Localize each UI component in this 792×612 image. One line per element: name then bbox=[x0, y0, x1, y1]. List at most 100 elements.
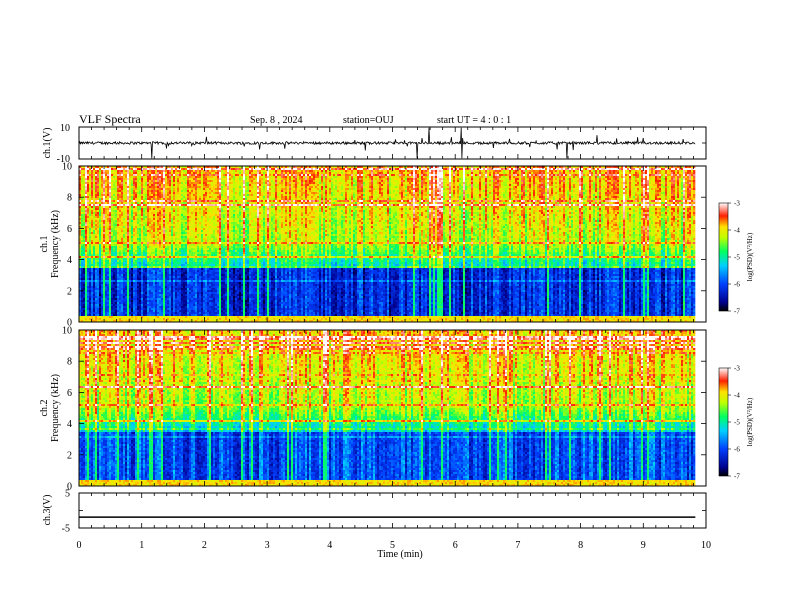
spectrogram-cell bbox=[615, 194, 617, 196]
spectrogram-cell bbox=[639, 184, 641, 186]
spectrogram-cell bbox=[621, 170, 623, 172]
spectrogram-cell bbox=[291, 174, 293, 176]
spectrogram-cell bbox=[661, 190, 663, 192]
spectrogram-cell bbox=[481, 188, 483, 190]
spectrogram-cell bbox=[187, 194, 189, 196]
spectrogram-cell bbox=[603, 170, 605, 172]
spectrogram-cell bbox=[143, 172, 145, 174]
spectrogram-cell bbox=[641, 178, 643, 180]
spectrogram-cell bbox=[605, 174, 607, 176]
spectrogram-cell bbox=[147, 182, 149, 184]
spectrogram-cell bbox=[611, 176, 613, 178]
spectrogram-cell bbox=[569, 178, 571, 180]
spectrogram-cell bbox=[455, 174, 457, 176]
spectrogram-cell bbox=[159, 178, 161, 180]
spectrogram-cell bbox=[99, 184, 101, 186]
spectrogram-cell bbox=[567, 180, 569, 182]
spectrogram-cell bbox=[365, 168, 367, 170]
spectrogram-cell bbox=[253, 196, 255, 198]
spectrogram-cell bbox=[457, 184, 459, 186]
spectrogram-cell bbox=[119, 170, 121, 172]
spectrogram-cell bbox=[565, 186, 567, 188]
spectrogram-cell bbox=[281, 168, 283, 170]
spectrogram-cell bbox=[211, 176, 213, 178]
spectrogram-cell bbox=[685, 168, 687, 170]
spectrogram-cell bbox=[585, 168, 587, 170]
spectrogram-cell bbox=[413, 168, 415, 170]
spectrogram-cell bbox=[627, 174, 629, 176]
spectrogram-cell bbox=[555, 192, 557, 194]
spectrogram-cell bbox=[135, 172, 137, 174]
spectrogram-cell bbox=[637, 180, 639, 182]
spectrogram-cell bbox=[205, 194, 207, 196]
spectrogram-cell bbox=[265, 172, 267, 174]
spectrogram-cell bbox=[245, 180, 247, 182]
spectrogram-cell bbox=[671, 188, 673, 190]
spectrogram-cell bbox=[357, 178, 359, 180]
spectrogram-cell bbox=[365, 172, 367, 174]
spectrogram-cell bbox=[691, 194, 693, 196]
spectrogram-cell bbox=[571, 188, 573, 190]
spectrogram-cell bbox=[497, 170, 499, 172]
spectrogram-cell bbox=[477, 186, 479, 188]
spectrogram-cell bbox=[189, 174, 191, 176]
spectrogram-cell bbox=[259, 168, 261, 170]
spectrogram-cell bbox=[441, 188, 443, 190]
spectrogram-cell bbox=[469, 184, 471, 186]
spectrogram-cell bbox=[295, 182, 297, 184]
spectrogram-cell bbox=[439, 172, 441, 174]
spectrogram-cell bbox=[365, 186, 367, 188]
spectrogram-cell bbox=[385, 196, 387, 198]
spectrogram-cell bbox=[437, 172, 439, 174]
spectrogram-cell bbox=[133, 170, 135, 172]
spectrogram-cell bbox=[223, 184, 225, 186]
spectrogram-cell bbox=[251, 184, 253, 186]
spectrogram-cell bbox=[495, 194, 497, 196]
spectrogram-cell bbox=[479, 196, 481, 198]
spectrogram-cell bbox=[203, 192, 205, 194]
spectrogram-cell bbox=[259, 184, 261, 186]
spectrogram-cell bbox=[305, 182, 307, 184]
spectrogram-cell bbox=[229, 180, 231, 182]
spectrogram-cell bbox=[663, 192, 665, 194]
spectrogram-cell bbox=[355, 172, 357, 174]
spectrogram-cell bbox=[137, 174, 139, 176]
spectrogram-cell bbox=[467, 178, 469, 180]
spectrogram-cell bbox=[547, 178, 549, 180]
spectrogram-cell bbox=[313, 170, 315, 172]
spectrogram-cell bbox=[553, 172, 555, 174]
spectrogram-cell bbox=[437, 170, 439, 172]
spectrogram-cell bbox=[361, 172, 363, 174]
spectrogram-cell bbox=[313, 196, 315, 198]
spectrogram-cell bbox=[681, 184, 683, 186]
spectrogram-cell bbox=[541, 170, 543, 172]
spectrogram-cell bbox=[147, 168, 149, 170]
spectrogram-cell bbox=[657, 178, 659, 180]
spectrogram-cell bbox=[649, 190, 651, 192]
spectrogram-cell bbox=[241, 178, 243, 180]
spectrogram-cell bbox=[335, 180, 337, 182]
spectrogram-cell bbox=[301, 172, 303, 174]
spectrogram-cell bbox=[527, 190, 529, 192]
spectrogram-cell bbox=[97, 180, 99, 182]
spectrogram-cell bbox=[207, 172, 209, 174]
spectrogram-cell bbox=[341, 174, 343, 176]
spectrogram-cell bbox=[347, 168, 349, 170]
spectrogram-cell bbox=[435, 184, 437, 186]
spectrogram-cell bbox=[567, 184, 569, 186]
spectrogram-cell bbox=[81, 178, 83, 180]
spectrogram-cell bbox=[635, 192, 637, 194]
spectrogram-cell bbox=[635, 184, 637, 186]
spectrogram-cell bbox=[341, 178, 343, 180]
spectrogram-cell bbox=[431, 170, 433, 172]
spectrogram-cell bbox=[417, 192, 419, 194]
spectrogram-cell bbox=[145, 172, 147, 174]
spectrogram-cell bbox=[525, 186, 527, 188]
spectrogram-cell bbox=[255, 168, 257, 170]
spectrogram-cell bbox=[335, 192, 337, 194]
spectrogram-cell bbox=[307, 180, 309, 182]
spectrogram-cell bbox=[281, 172, 283, 174]
spectrogram-cell bbox=[637, 176, 639, 178]
spectrogram-cell bbox=[609, 194, 611, 196]
spectrogram-cell bbox=[341, 182, 343, 184]
